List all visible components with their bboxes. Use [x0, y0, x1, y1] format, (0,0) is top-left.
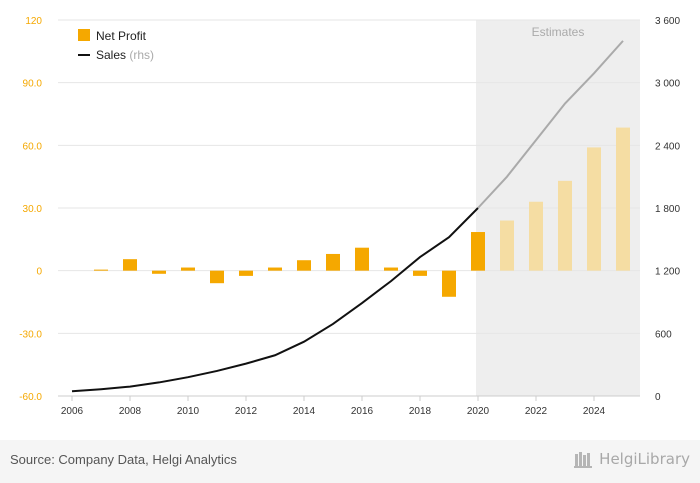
chart-area: Estimates -60.0 -30.0 0 30.0 60.0 90.0 120 0 600 1…: [19, 16, 681, 417]
net-profit-bar: [471, 232, 485, 271]
x-axis-tick-label: 2010: [177, 406, 200, 417]
left-axis-tick-label: 30.0: [23, 204, 43, 215]
sales-line: [71, 207, 479, 393]
legend-sales-label: Sales (rhs): [96, 48, 154, 62]
legend-net-profit-label: Net Profit: [96, 29, 147, 43]
right-axis-tick-label: 1 800: [655, 204, 680, 215]
x-axis-tick-label: 2014: [293, 406, 316, 417]
right-axis-tick-label: 3 600: [655, 16, 680, 27]
combo-chart: Estimates -60.0 -30.0 0 30.0 60.0 90.0 120 0 600 1…: [19, 16, 680, 417]
net-profit-bar: [297, 260, 311, 271]
net-profit-bar: [587, 147, 601, 271]
library-icon: [574, 452, 593, 468]
source-note: Source: Company Data, Helgi Analytics: [10, 452, 237, 467]
right-axis-tick-label: 0: [655, 392, 661, 403]
left-axis-tick-label: 0: [36, 267, 42, 278]
x-axis-tick-label: 2024: [583, 406, 606, 417]
legend-sales-suffix: (rhs): [129, 48, 154, 62]
sales-line-estimate: [477, 40, 624, 209]
net-profit-bar: [442, 270, 456, 297]
left-axis-tick-label: -60.0: [19, 392, 42, 403]
logo-text: HelgiLibrary: [599, 450, 690, 468]
helgi-library-logo[interactable]: HelgiLibrary: [573, 448, 690, 470]
left-axis-tick-label: 60.0: [23, 141, 43, 152]
right-axis-tick-label: 3 000: [655, 79, 680, 90]
net-profit-bar: [616, 127, 630, 271]
net-profit-bar: [210, 270, 224, 284]
x-axis-tick-label: 2020: [467, 406, 490, 417]
net-profit-bar: [384, 267, 398, 271]
net-profit-bar: [152, 270, 166, 274]
left-axis-tick-label: 120: [25, 16, 42, 27]
x-axis-tick-label: 2016: [351, 406, 374, 417]
right-axis-tick-label: 600: [655, 329, 672, 340]
net-profit-bar: [355, 247, 369, 271]
net-profit-bar: [94, 269, 108, 271]
x-axis-tick-label: 2012: [235, 406, 258, 417]
net-profit-bar: [500, 220, 514, 271]
x-axis-tick-label: 2022: [525, 406, 548, 417]
right-axis-tick-label: 2 400: [655, 141, 680, 152]
net-profit-bar: [529, 201, 543, 271]
legend-net-profit-swatch: [78, 29, 90, 41]
x-axis-tick-label: 2018: [409, 406, 432, 417]
net-profit-bar: [413, 270, 427, 276]
net-profit-bar: [558, 180, 572, 271]
footer: Source: Company Data, Helgi Analytics He…: [0, 440, 700, 483]
net-profit-bar: [123, 259, 137, 271]
left-axis-tick-label: 90.0: [23, 79, 43, 90]
x-axis-tick-label: 2006: [61, 406, 84, 417]
net-profit-bar: [181, 267, 195, 271]
estimates-label: Estimates: [532, 25, 585, 39]
net-profit-bar: [239, 270, 253, 276]
right-axis-tick-label: 1 200: [655, 267, 680, 278]
left-axis-tick-label: -30.0: [19, 329, 42, 340]
net-profit-bar: [326, 253, 340, 271]
net-profit-bar: [268, 267, 282, 271]
x-axis-tick-label: 2008: [119, 406, 142, 417]
